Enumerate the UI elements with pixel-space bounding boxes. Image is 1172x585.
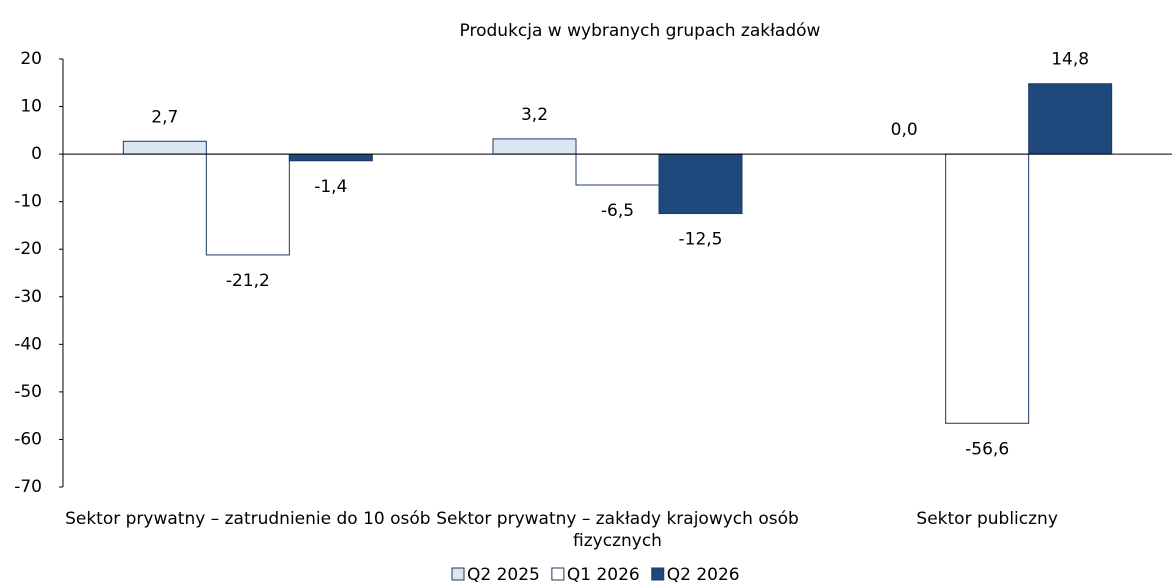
y-tick-label: 0 [31, 144, 42, 164]
y-tick-label: 20 [20, 49, 42, 69]
bar [492, 138, 577, 155]
y-tick-label: -70 [14, 477, 42, 497]
bar [205, 153, 290, 256]
value-label: 0,0 [891, 120, 918, 140]
legend-label: Q1 2026 [567, 565, 640, 585]
bar [945, 153, 1030, 424]
x-tick-label: Sektor prywatny – zakłady krajowych osób… [436, 509, 799, 551]
bar [1028, 83, 1113, 155]
bar [658, 153, 743, 215]
value-label: 2,7 [151, 107, 178, 127]
value-label: -1,4 [314, 177, 347, 197]
x-tick-label: Sektor prywatny – zatrudnienie do 10 osó… [65, 509, 431, 529]
value-label: -56,6 [965, 439, 1009, 459]
bar [288, 153, 373, 162]
y-tick-label: -40 [14, 334, 42, 354]
value-label: 3,2 [521, 105, 548, 125]
y-tick-label: -20 [14, 239, 42, 259]
legend-swatch [451, 567, 465, 581]
value-label: -21,2 [226, 271, 270, 291]
chart-title: Produkcja w wybranych grupach zakładów [460, 21, 821, 41]
legend-swatch [551, 567, 565, 581]
bar [122, 140, 207, 155]
y-tick-label: -10 [14, 192, 42, 212]
legend-label: Q2 2025 [467, 565, 540, 585]
y-tick-label: -50 [14, 382, 42, 402]
bar [575, 153, 660, 186]
y-tick-label: -60 [14, 429, 42, 449]
value-label: 14,8 [1051, 50, 1089, 70]
y-tick-label: 10 [20, 97, 42, 117]
legend-label: Q2 2026 [667, 565, 740, 585]
value-label: -12,5 [679, 230, 723, 250]
legend-swatch [651, 567, 665, 581]
y-tick-label: -30 [14, 287, 42, 307]
x-tick-label: Sektor publiczny [916, 509, 1058, 529]
value-label: -6,5 [601, 201, 634, 221]
